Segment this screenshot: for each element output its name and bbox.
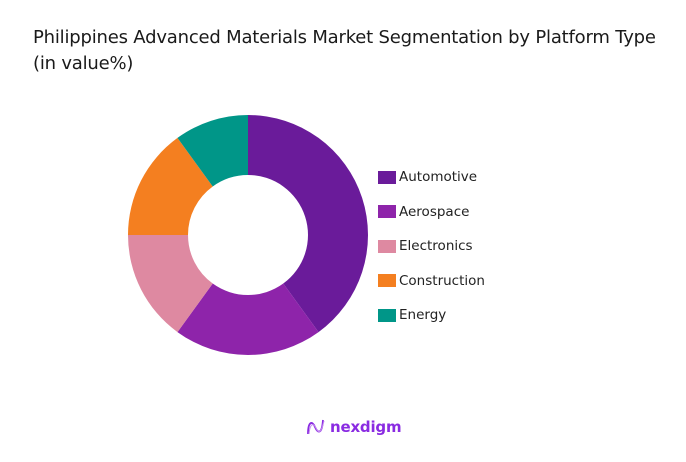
legend: Automotive Aerospace Electronics Constru… [378,160,485,333]
legend-swatch [378,170,396,184]
nexdigm-logo: nexdigm [306,418,402,436]
slice-construction [128,137,213,235]
chart-title: Philippines Advanced Materials Market Se… [33,27,656,74]
legend-item-aerospace: Aerospace [378,195,485,230]
legend-item-electronics: Electronics [378,229,485,264]
legend-swatch [378,239,396,253]
legend-swatch [378,274,396,288]
legend-item-automotive: Automotive [378,160,485,195]
slice-electronics [128,235,213,333]
legend-swatch [378,205,396,219]
legend-item-construction: Construction [378,264,485,299]
slice-energy [177,115,248,187]
legend-swatch [378,308,396,322]
nexdigm-wave-icon [307,419,325,435]
slice-automotive [248,115,369,333]
slice-aerospace [177,283,319,356]
legend-item-energy: Energy [378,298,485,333]
